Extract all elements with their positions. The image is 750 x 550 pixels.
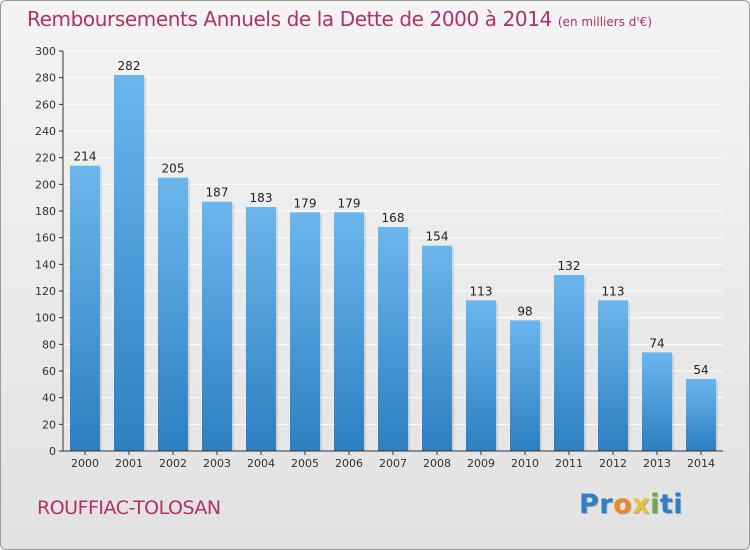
x-tick-label: 2010 [511,457,539,470]
x-tick-label: 2014 [687,457,715,470]
y-tick-label: 240 [35,125,56,138]
data-label: 113 [470,284,493,298]
x-tick-label: 2008 [423,457,451,470]
data-label: 282 [118,59,141,73]
y-tick-label: 60 [42,365,56,378]
x-tick-label: 2001 [115,457,143,470]
data-label: 214 [74,150,97,164]
bar [290,212,320,451]
y-tick-label: 180 [35,205,56,218]
x-tick-label: 2006 [335,457,363,470]
bar [642,352,672,451]
y-tick-label: 20 [42,418,56,431]
y-tick-label: 300 [35,45,56,58]
y-tick-label: 0 [49,445,56,458]
x-tick-label: 2007 [379,457,407,470]
bar [378,227,408,451]
y-tick-label: 120 [35,285,56,298]
y-tick-label: 260 [35,98,56,111]
bar [70,165,100,451]
brand-logo: Proxiti [579,489,684,520]
bar [158,177,188,451]
x-tick-label: 2009 [467,457,495,470]
chart-title-main: Remboursements Annuels de la Dette de 20… [27,7,552,31]
y-tick-label: 220 [35,152,56,165]
chart-title: Remboursements Annuels de la Dette de 20… [27,7,652,31]
x-tick-label: 2004 [247,457,275,470]
bars [70,75,718,451]
bar [686,379,716,451]
bar [510,320,540,451]
axes: 0 20 40 60 80 100 120 140 160 180 200 220 240 260 280 3… [35,45,723,470]
x-tick-label: 2012 [599,457,627,470]
bar [246,207,276,451]
bar [598,300,628,451]
chart-title-units: (en milliers d'€) [557,15,652,29]
data-labels: 214 282 205 187 183 179 179 168 154 113 98 132 113 74… [74,59,709,377]
data-label: 54 [693,363,708,377]
data-label: 132 [558,259,581,273]
data-label: 74 [649,336,664,350]
x-tick-label: 2000 [71,457,99,470]
bar [202,201,232,451]
data-label: 183 [250,191,273,205]
x-tick-label: 2002 [159,457,187,470]
y-tick-label: 280 [35,72,56,85]
y-tick-label: 100 [35,312,56,325]
data-label: 179 [294,196,317,210]
bar [466,300,496,451]
y-tick-label: 40 [42,392,56,405]
place-name: ROUFFIAC-TOLOSAN [37,497,221,519]
data-label: 98 [517,304,532,318]
y-tick-label: 80 [42,338,56,351]
x-tick-label: 2005 [291,457,319,470]
x-tick-label: 2011 [555,457,583,470]
data-label: 187 [206,186,229,200]
data-label: 205 [162,162,185,176]
x-tick-label: 2013 [643,457,671,470]
bar [422,245,452,451]
bar [114,75,144,451]
y-tick-label: 200 [35,178,56,191]
bar [554,275,584,451]
data-label: 113 [602,284,625,298]
bar [334,212,364,451]
y-tick-label: 160 [35,232,56,245]
x-tick-label: 2003 [203,457,231,470]
data-label: 168 [382,211,405,225]
y-tick-label: 140 [35,258,56,271]
data-label: 179 [338,196,361,210]
data-label: 154 [426,230,449,244]
